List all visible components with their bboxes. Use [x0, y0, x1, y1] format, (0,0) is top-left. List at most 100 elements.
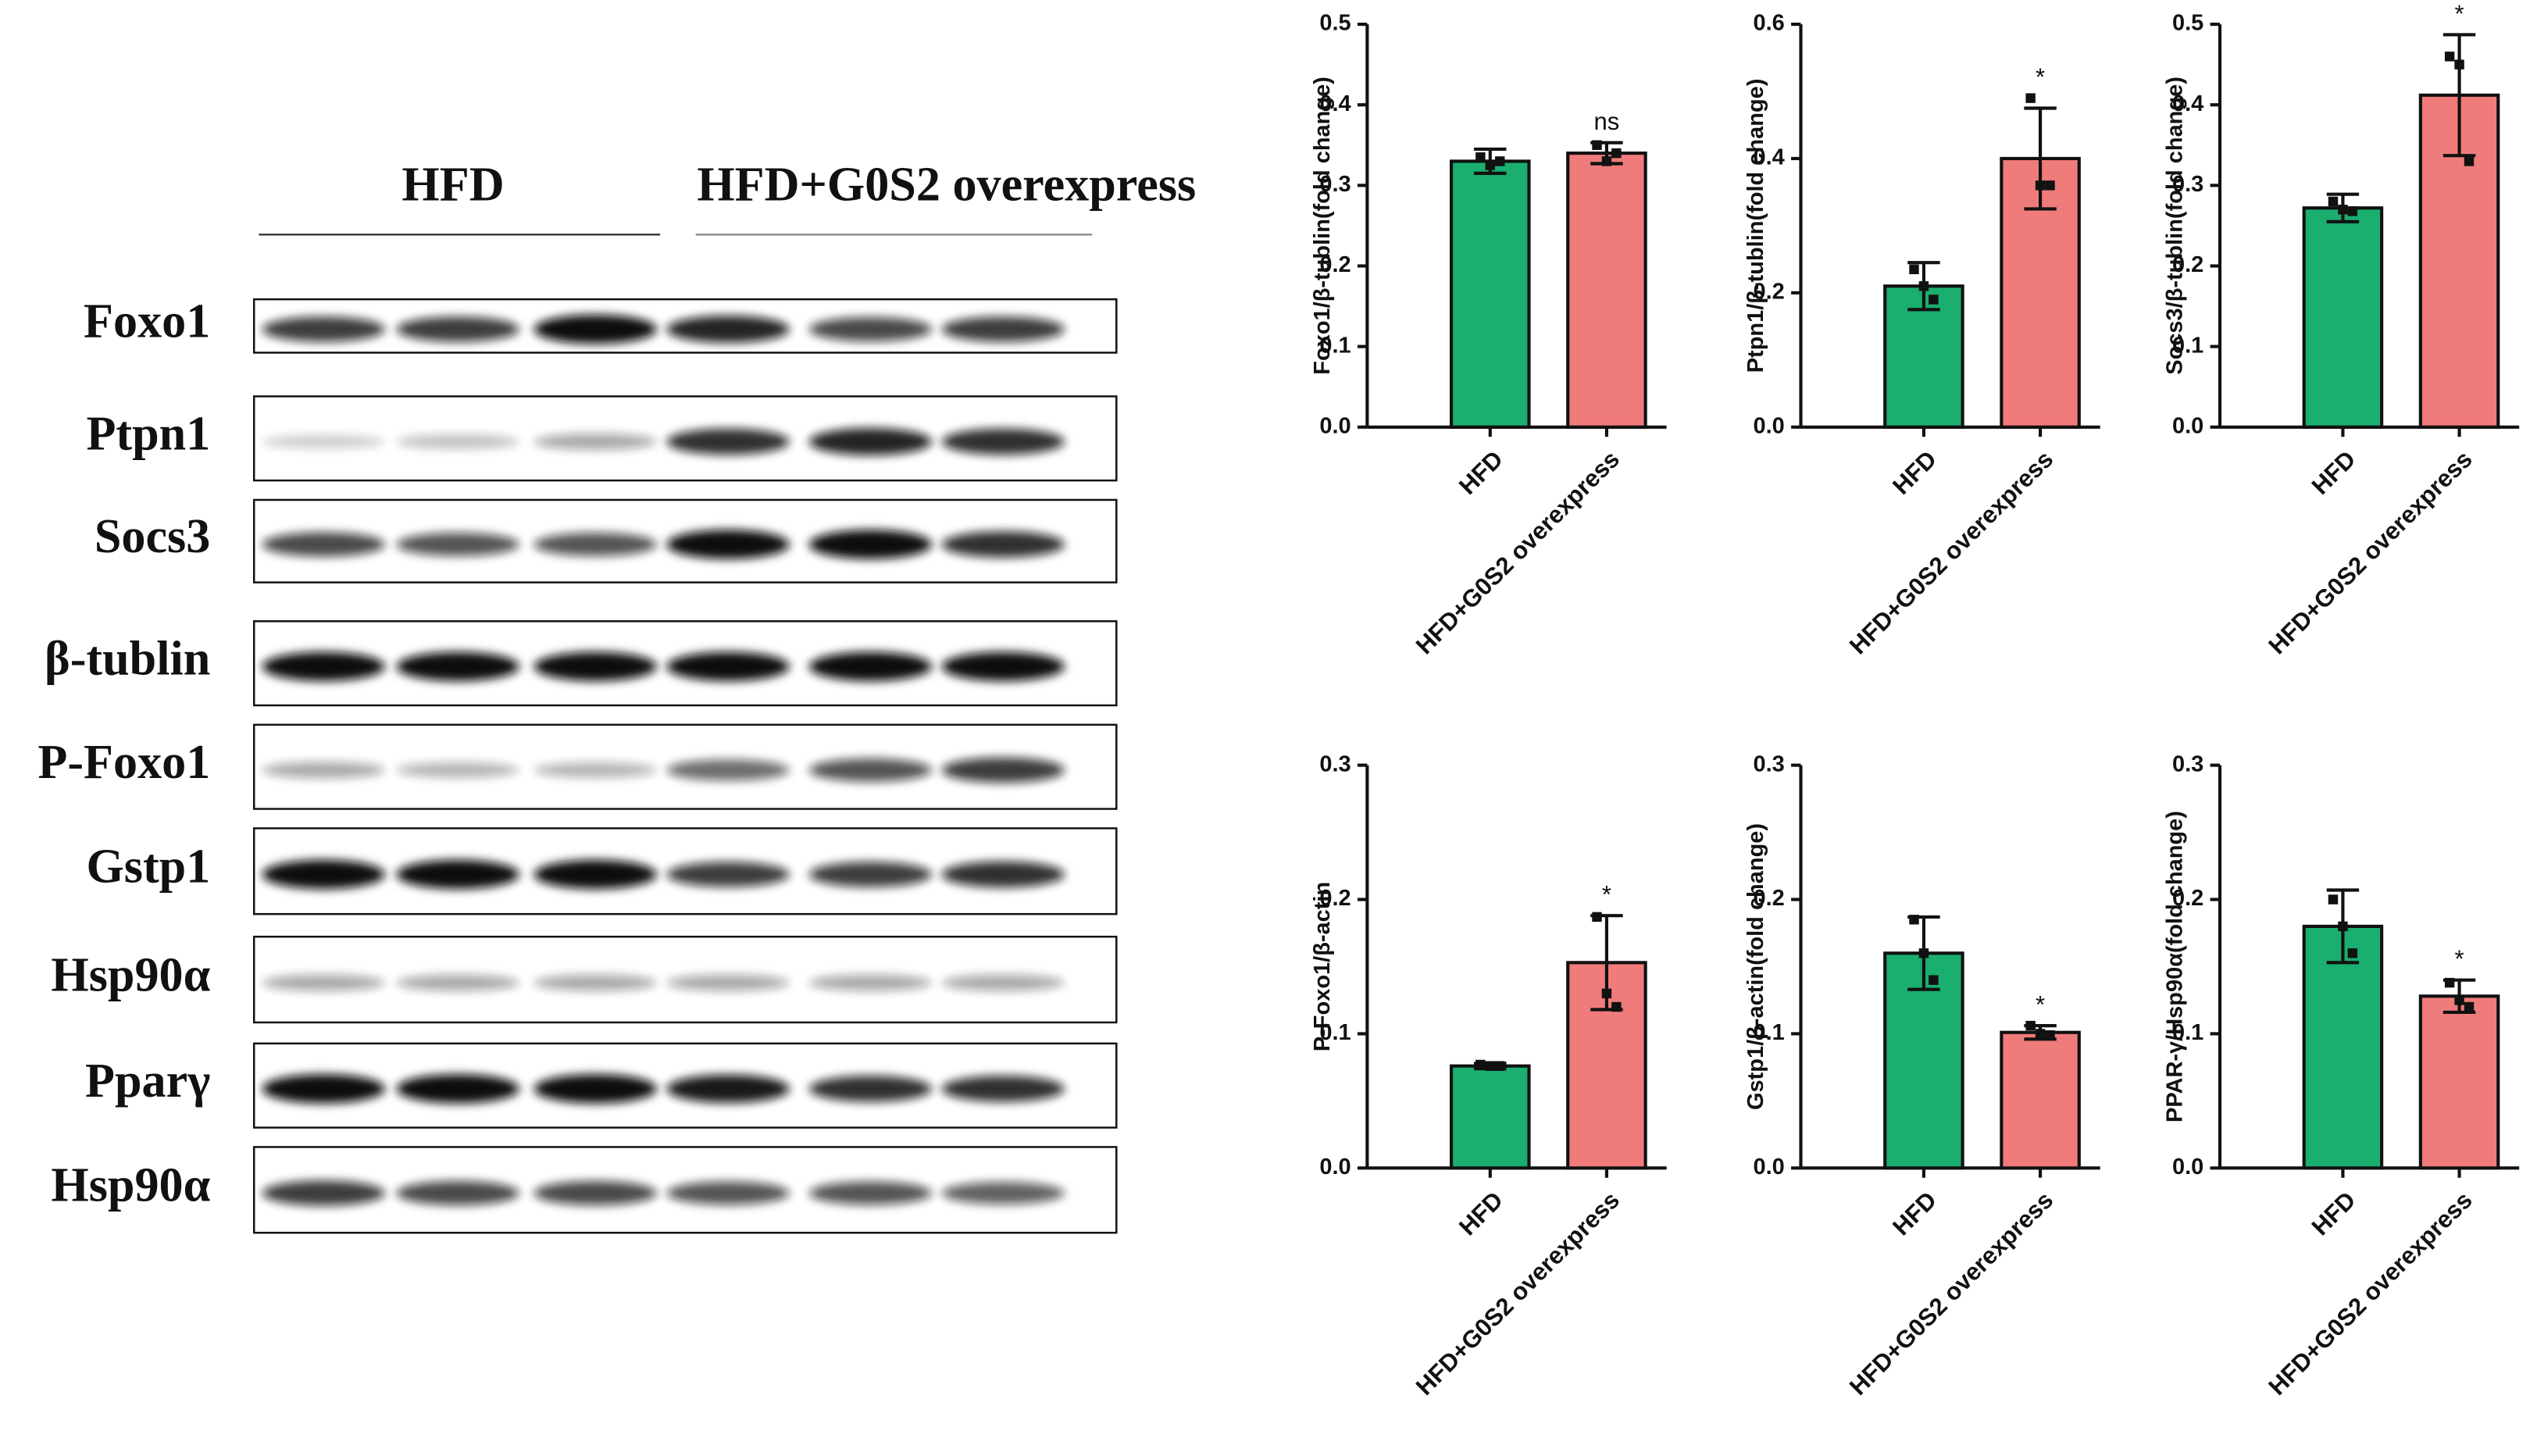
blot-band — [941, 531, 1065, 558]
blot-band — [666, 974, 790, 991]
data-point — [1495, 156, 1505, 166]
blot-band — [396, 316, 519, 342]
y-tick-label: 0.3 — [2172, 751, 2203, 776]
y-axis-label: PPAR-γ/Hsp90α(fold change) — [2163, 811, 2188, 1122]
x-tick-label: HFD — [2307, 445, 2361, 500]
x-tick-label: HFD+G0S2 overexpress — [1844, 1187, 2058, 1401]
y-tick-label: 0.0 — [1753, 413, 1784, 438]
y-tick-label: 0.0 — [1753, 1154, 1784, 1179]
x-tick-label: HFD+G0S2 overexpress — [1411, 445, 1625, 659]
blot-band — [666, 1181, 790, 1205]
data-point — [2035, 180, 2046, 191]
group-label: HFD — [401, 159, 504, 212]
y-tick-label: 0.3 — [1753, 751, 1784, 776]
data-point — [2464, 156, 2475, 166]
blot-band — [941, 316, 1065, 342]
y-tick-label: 0.2 — [2172, 252, 2203, 277]
y-tick-label: 0.2 — [1319, 886, 1351, 911]
bar — [1450, 1064, 1531, 1170]
x-tick-label: HFD — [1887, 445, 1942, 500]
blot-band — [396, 859, 519, 890]
blot-band — [396, 434, 519, 449]
blot-band — [808, 428, 933, 455]
data-point — [2328, 196, 2339, 207]
y-axis-label: Ptpn1/β-tublin(fold change) — [1743, 79, 1768, 373]
data-point — [2454, 995, 2464, 1005]
blot-band — [262, 1074, 385, 1104]
data-point — [1909, 915, 1919, 925]
significance: * — [2036, 990, 2045, 1018]
data-point — [1611, 148, 1622, 159]
blot-band — [396, 762, 519, 778]
y-tick-label: 0.5 — [1319, 11, 1351, 36]
data-point — [2444, 52, 2455, 62]
y-tick-label: 0.1 — [1753, 1020, 1784, 1045]
y-tick-label: 0.1 — [2172, 1020, 2203, 1045]
blot-band — [396, 533, 519, 556]
blot-band — [666, 862, 790, 887]
data-point — [2444, 977, 2455, 988]
bar — [2000, 1030, 2081, 1170]
blot-band — [533, 314, 657, 344]
y-tick-label: 0.3 — [1319, 751, 1351, 776]
blot-row-label: Socs3 — [95, 510, 210, 563]
y-tick-label: 0.0 — [1319, 413, 1351, 438]
data-point — [1475, 152, 1486, 162]
data-point — [2347, 948, 2358, 958]
x-tick-label: HFD+G0S2 overexpress — [2263, 1187, 2477, 1401]
blot-row-label: Ptpn1 — [86, 408, 210, 461]
blot-band — [396, 1180, 519, 1205]
x-tick-label: HFD — [1454, 1187, 1508, 1241]
blot-band — [396, 974, 519, 991]
blot-row-label: β-tublin — [45, 632, 210, 685]
blot-band — [533, 651, 657, 681]
blot-band — [262, 316, 385, 342]
blot-band — [666, 316, 790, 343]
bar — [2418, 994, 2500, 1170]
blot-band — [808, 974, 933, 991]
bar — [2302, 924, 2384, 1170]
blot-row-label: Hsp90α — [51, 1159, 210, 1212]
data-point — [1475, 1059, 1486, 1070]
y-tick-label: 0.1 — [2172, 333, 2203, 358]
y-tick-label: 0.1 — [1319, 333, 1351, 358]
blot-band — [262, 859, 385, 890]
blot-band — [262, 1180, 385, 1206]
y-tick-label: 0.4 — [1753, 145, 1784, 170]
group-label: HFD+G0S2 overexpress — [697, 159, 1196, 212]
y-tick-label: 0.2 — [1753, 280, 1784, 305]
blot-band — [666, 759, 790, 781]
blot-band — [941, 651, 1065, 681]
data-point — [1611, 1001, 1622, 1012]
error-bar — [2024, 106, 2057, 211]
error-bar — [2442, 33, 2476, 158]
x-tick-label: HFD — [2307, 1187, 2361, 1241]
blot-band — [533, 1180, 657, 1205]
data-point — [2338, 921, 2348, 932]
data-point — [2347, 206, 2358, 216]
y-tick-label: 0.1 — [1319, 1020, 1351, 1045]
blot-band — [533, 433, 657, 450]
blot-band — [941, 1076, 1065, 1102]
y-tick-label: 0.0 — [1319, 1154, 1351, 1179]
significance: * — [1602, 881, 1611, 908]
data-point — [1929, 294, 1939, 305]
data-point — [1485, 1061, 1495, 1071]
blot-row-label: Pparγ — [85, 1055, 210, 1108]
blot-band — [262, 434, 385, 449]
blot-band — [941, 974, 1065, 991]
blot-band — [666, 651, 790, 681]
bar — [2302, 206, 2384, 429]
blot-band — [808, 1076, 933, 1102]
data-point — [2025, 1020, 2036, 1031]
blot-band — [941, 1182, 1065, 1204]
x-tick-label: HFD — [1454, 445, 1508, 500]
data-point — [2454, 59, 2464, 70]
y-axis-label: Foxo1/β-tublin(fold change) — [1310, 77, 1335, 375]
data-point — [2338, 205, 2348, 215]
blot-band — [808, 862, 933, 887]
x-tick-label: HFD+G0S2 overexpress — [2263, 445, 2477, 659]
blot-band — [808, 316, 933, 342]
blot-row-label: Hsp90α — [51, 948, 210, 1001]
